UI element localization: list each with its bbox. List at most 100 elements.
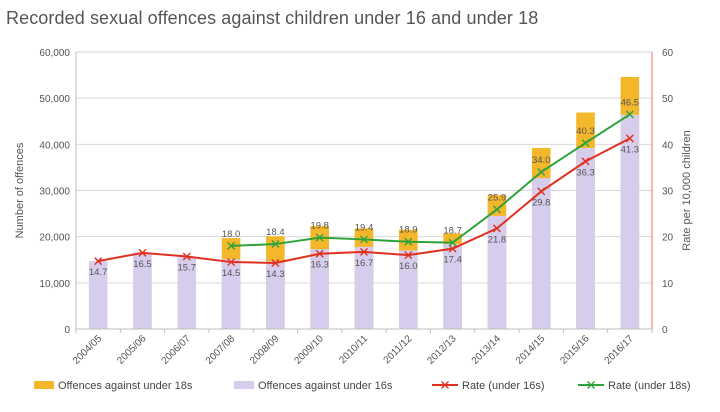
- marker-rate-under16: [492, 224, 501, 233]
- bar-under16: [310, 249, 329, 329]
- legend-rate-under18s: Rate (under 18s): [578, 380, 691, 392]
- marker-rate-under18: [227, 241, 236, 250]
- bar-under16: [620, 114, 640, 329]
- y2-tick-label: 60: [662, 48, 674, 59]
- data-labels: 14.7 16.5 15.7 14.5 14.3 16.3 16.7 16.0 17.4 21.8…: [89, 97, 639, 280]
- marker-rate-under16: [138, 248, 147, 257]
- data-label-rate-under16: 16.7: [355, 258, 374, 269]
- marker-rate-under16: [448, 244, 457, 253]
- y-tick-label: 20,000: [39, 233, 70, 244]
- marker-rate-under16: [537, 187, 546, 196]
- y-tick-label: 0: [64, 325, 70, 336]
- marker-rate-under16: [227, 258, 236, 267]
- marker-rate-under18: [360, 235, 368, 244]
- y2-tick-label: 0: [662, 325, 668, 336]
- y-tick-label: 10,000: [39, 279, 70, 290]
- legend-rate-under16s: Rate (under 16s): [432, 380, 545, 392]
- x-tick-label: 2011/12: [382, 333, 415, 366]
- line-rate-under18: [231, 113, 631, 247]
- x-tick-label: 2008/09: [248, 333, 282, 367]
- data-label-rate-under18: 18.9: [399, 225, 418, 236]
- marker-rate-under18: [537, 168, 546, 177]
- marker-rate-under16: [94, 257, 103, 266]
- legend-marker: [441, 381, 449, 389]
- data-label-rate-under18: 18.4: [266, 227, 285, 238]
- marker-rate-under18: [581, 138, 590, 147]
- marker-rate-under16: [625, 134, 634, 143]
- x-tick-label: 2010/11: [337, 333, 370, 366]
- y2-tick-label: 20: [662, 233, 674, 244]
- data-label-rate-under16: 16.5: [133, 259, 152, 270]
- x-tick-label: 2006/07: [160, 333, 194, 367]
- data-label-rate-under16: 14.7: [89, 267, 108, 278]
- bar-under16: [531, 178, 551, 329]
- bar-under16: [354, 246, 374, 329]
- data-label-rate-under16: 36.3: [576, 167, 595, 178]
- bar-under16: [133, 252, 152, 329]
- x-tick-label: 2004/05: [71, 333, 105, 367]
- data-label-rate-under16: 16.3: [310, 260, 329, 271]
- data-label-rate-under18: 19.8: [310, 221, 329, 232]
- y-tick-label: 60,000: [39, 48, 70, 59]
- y-tick-label: 40,000: [39, 140, 70, 151]
- bars: [88, 76, 640, 330]
- marker-rate-under18: [271, 240, 280, 249]
- x-tick-label: 2014/15: [514, 333, 548, 367]
- legend-under18s: Offences against under 18s: [34, 380, 193, 392]
- data-label-rate-under16: 29.8: [532, 197, 551, 208]
- legend-label: Offences against under 16s: [258, 380, 393, 392]
- marker-rate-under18: [625, 110, 634, 119]
- data-label-rate-under18: 40.3: [576, 126, 595, 137]
- marker-rate-under18: [448, 238, 457, 247]
- marker-rate-under16: [404, 251, 413, 260]
- data-label-rate-under18: 25.9: [488, 192, 507, 203]
- x-tick-label: 2016/17: [603, 333, 637, 367]
- chart-title: Recorded sexual offences against childre…: [6, 8, 539, 28]
- data-label-rate-under16: 14.5: [222, 268, 241, 279]
- y-tick-label: 50,000: [39, 94, 70, 105]
- x-tick-label: 2007/08: [204, 333, 238, 367]
- marker-rate-under16: [271, 258, 280, 267]
- data-label-rate-under16: 16.0: [399, 261, 418, 272]
- x-tick-label: 2012/13: [425, 333, 459, 367]
- data-label-rate-under16: 14.3: [266, 269, 285, 280]
- bar-under16: [177, 257, 197, 329]
- data-label-rate-under16: 21.8: [488, 234, 507, 245]
- legend-marker: [587, 381, 595, 389]
- marker-rate-under18: [315, 233, 324, 242]
- marker-rate-under16: [360, 247, 368, 256]
- data-label-rate-under16: 17.4: [443, 255, 462, 266]
- data-label-rate-under18: 46.5: [621, 97, 640, 108]
- legend-label: Rate (under 16s): [462, 380, 545, 392]
- legend-under16s: Offences against under 16s: [234, 380, 393, 392]
- data-label-rate-under18: 34.0: [532, 155, 551, 166]
- x-tick-label: 2013/14: [470, 333, 504, 367]
- y2-tick-label: 30: [662, 187, 674, 198]
- y2-tick-label: 40: [662, 140, 674, 151]
- bar-under16: [221, 259, 241, 329]
- data-label-rate-under18: 19.4: [355, 222, 374, 233]
- marker-rate-under16: [315, 249, 324, 258]
- legend-label: Rate (under 18s): [608, 380, 691, 392]
- marker-rate-under16: [182, 252, 191, 261]
- bar-under16: [266, 261, 285, 329]
- marker-rate-under18: [492, 205, 501, 214]
- bar-under16: [576, 148, 595, 329]
- data-label-rate-under18: 18.7: [443, 226, 462, 237]
- legend-swatch: [34, 381, 54, 389]
- bar-under16: [399, 250, 418, 329]
- legend-swatch: [234, 381, 254, 389]
- marker-rate-under16: [581, 157, 590, 166]
- x-tick-label: 2005/06: [115, 333, 149, 367]
- y2-tick-label: 10: [662, 279, 674, 290]
- x-tick-label: 2009/10: [292, 333, 326, 367]
- data-label-rate-under16: 41.3: [621, 144, 640, 155]
- y-tick-label: 30,000: [39, 187, 70, 198]
- bar-under16: [443, 244, 462, 329]
- legend: Offences against under 18s Offences again…: [34, 380, 691, 392]
- data-label-rate-under18: 18.0: [222, 229, 241, 240]
- bar-under16: [88, 261, 108, 329]
- data-label-rate-under16: 15.7: [178, 263, 197, 274]
